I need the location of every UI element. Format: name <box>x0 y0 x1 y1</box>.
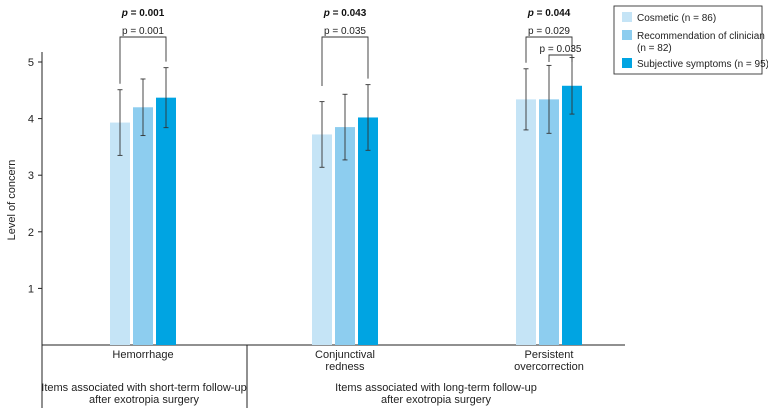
overall-p-value: p = 0.043 <box>323 8 367 19</box>
legend-label: (n = 82) <box>637 43 672 54</box>
bar-cosmetic <box>110 122 130 345</box>
bar-symptoms <box>562 85 582 345</box>
y-axis-title: Level of concern <box>6 160 18 241</box>
y-tick-label: 5 <box>28 57 34 69</box>
legend-swatch <box>622 30 632 40</box>
bar-cosmetic <box>516 99 536 345</box>
significance-bracket <box>119 36 167 84</box>
pairwise-p-value: p = 0.001 <box>122 26 164 37</box>
legend-label: Cosmetic (n = 86) <box>637 13 716 24</box>
p-value: = 0.001 <box>131 8 165 19</box>
bar-clinician <box>133 107 153 345</box>
bar-symptoms <box>358 117 378 345</box>
y-tick-label: 4 <box>28 114 34 126</box>
group-label: Items associated with short-term follow-… <box>41 382 246 394</box>
group-label: after exotropia surgery <box>381 394 492 406</box>
overall-p-value: p = 0.001 <box>121 8 165 19</box>
bar-symptoms <box>156 97 176 346</box>
category-label: overcorrection <box>514 361 584 373</box>
y-tick-label: 3 <box>28 170 34 182</box>
category-label: Conjunctival <box>315 349 375 361</box>
group-label: after exotropia surgery <box>89 394 200 406</box>
p-value: = 0.043 <box>333 8 367 19</box>
overall-p-value: p = 0.044 <box>527 8 571 19</box>
pairwise-p-value: p = 0.035 <box>540 44 582 55</box>
category-label: redness <box>325 361 365 373</box>
pairwise-p-value: p = 0.029 <box>528 26 570 37</box>
legend-label: Recommendation of clinician <box>637 31 765 42</box>
significance-bracket <box>525 36 573 63</box>
p-value: = 0.044 <box>537 8 571 19</box>
legend-swatch <box>622 12 632 22</box>
bar-clinician <box>335 127 355 345</box>
category-label: Hemorrhage <box>112 349 173 361</box>
bar-cosmetic <box>312 134 332 345</box>
bar-clinician <box>539 99 559 345</box>
significance-bracket <box>321 36 369 86</box>
significance-bracket <box>548 54 573 62</box>
y-tick-label: 1 <box>28 283 34 295</box>
legend-label: Subjective symptoms (n = 95) <box>637 59 768 70</box>
legend-swatch <box>622 58 632 68</box>
p-symbol: p <box>323 8 333 19</box>
category-label: Persistent <box>525 349 574 361</box>
group-label: Items associated with long-term follow-u… <box>335 382 537 394</box>
p-symbol: p <box>527 8 537 19</box>
y-tick-label: 2 <box>28 227 34 239</box>
p-symbol: p <box>121 8 131 19</box>
pairwise-p-value: p = 0.035 <box>324 26 366 37</box>
legend-box <box>613 5 763 75</box>
